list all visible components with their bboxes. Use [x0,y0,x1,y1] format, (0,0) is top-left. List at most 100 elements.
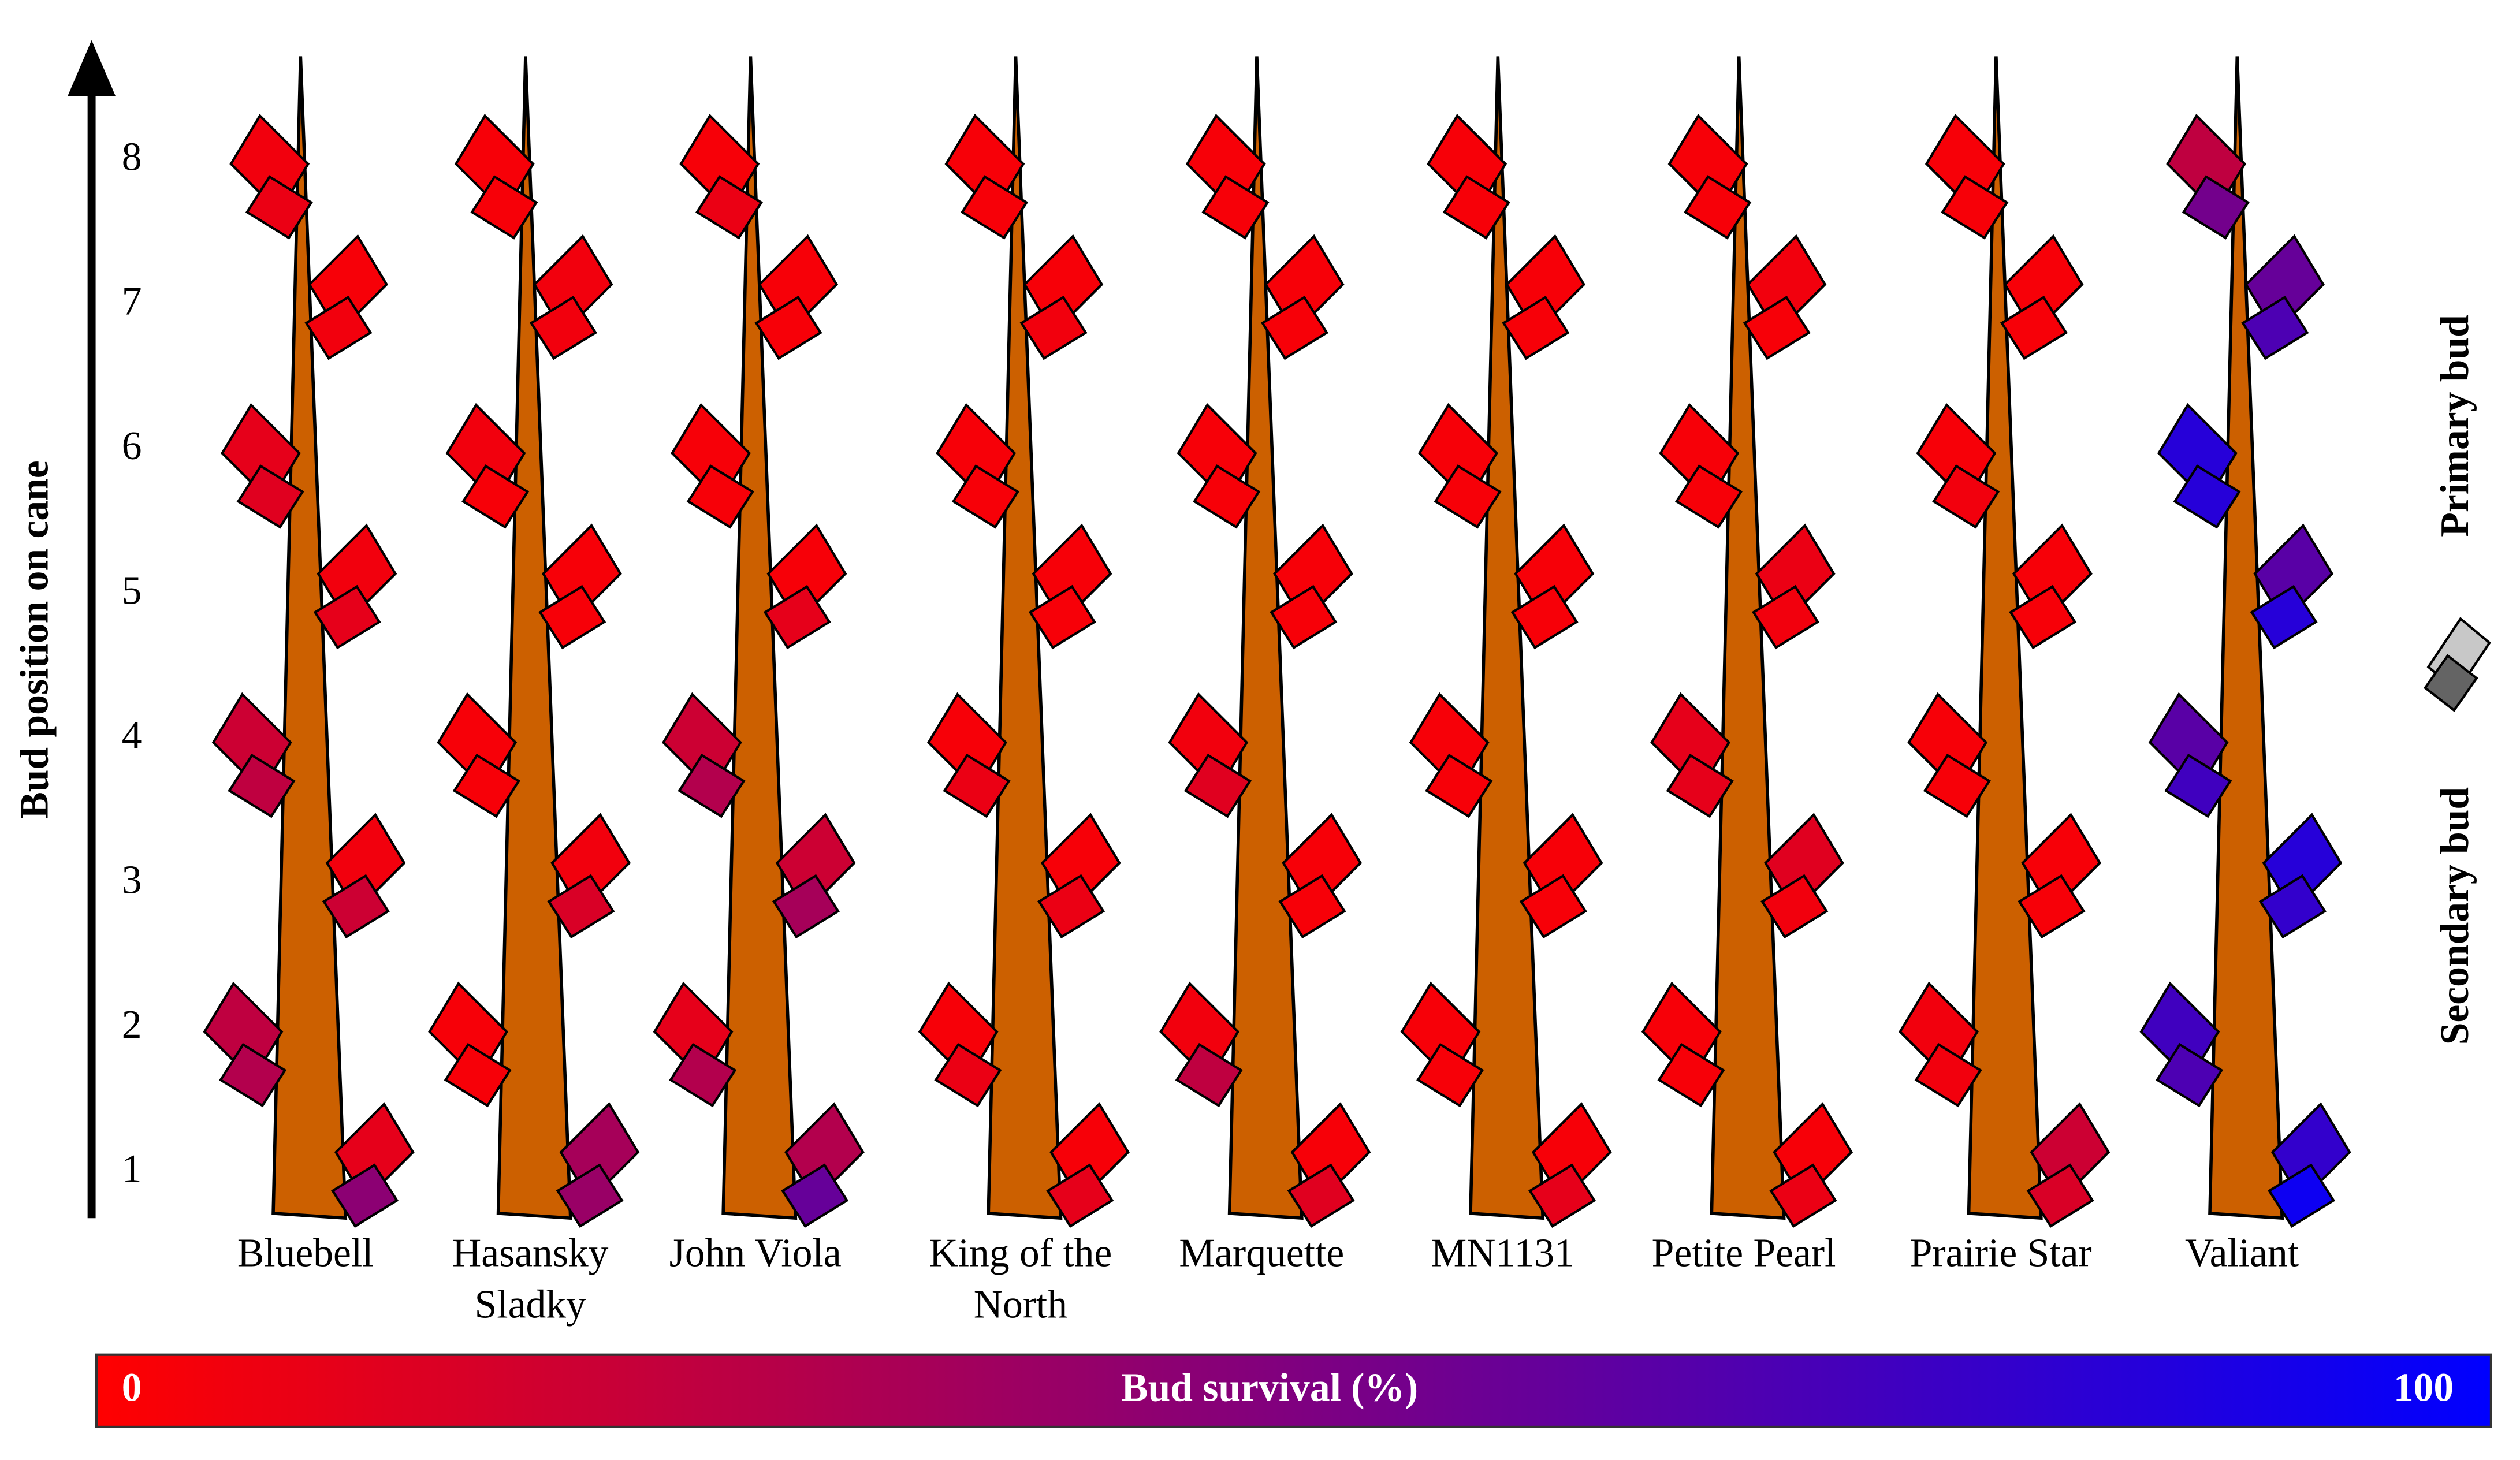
secondary-bud [695,175,764,240]
cane [1227,56,1304,1220]
secondary-bud [444,1042,512,1108]
secondary-bud [2268,1163,2336,1228]
secondary-bud [556,1163,624,1228]
bud [221,403,304,529]
secondary-bud [1442,175,1510,240]
secondary-bud [686,464,754,529]
secondary-bud [1201,175,1270,240]
secondary-bud [1760,874,1829,939]
bud [1769,1102,1853,1228]
bud [754,234,839,360]
y-tick-label: 4 [122,713,142,758]
secondary-bud [1657,1042,1725,1108]
bud [2026,1102,2110,1228]
cane [1710,56,1786,1220]
cane [721,56,798,1220]
secondary-bud [1183,753,1252,818]
secondary-bud [1923,753,1992,818]
secondary-bud [1519,874,1587,939]
secondary-bud [1674,464,1743,529]
cane [496,56,572,1220]
category-label-box: Marquette [1179,1232,1344,1276]
secondary-bud [1434,464,1502,529]
bud [2148,692,2232,818]
secondary-bud [470,175,538,240]
y-tick-label: 2 [122,1003,142,1047]
bud [2009,523,2093,650]
bud [437,692,520,818]
bud [1427,114,1510,240]
secondary-bud [1914,1042,1982,1108]
bud [1185,114,1270,240]
bud [661,692,746,818]
y-axis-arrowhead [67,40,116,96]
secondary-bud [219,1042,287,1108]
secondary-bud [754,295,822,360]
secondary-bud [2156,1042,2224,1108]
secondary-bud [1278,874,1346,939]
cane [1967,56,2043,1220]
secondary-bud [1019,295,1088,360]
bud [1046,1102,1130,1228]
bud [322,813,406,939]
y-tick-label: 6 [122,424,142,468]
secondary-bud [1941,175,2009,240]
bud [1641,981,1725,1108]
secondary-bud [781,1163,849,1228]
secondary-bud [547,874,615,939]
category-label-box: Petite Pearl [1651,1232,1836,1276]
secondary-bud [2026,1163,2094,1228]
category-label: MN1131 [1431,1232,1574,1276]
legend-secondary: Secondary bud [2433,787,2477,1045]
bud [1925,114,2009,240]
bud [538,523,622,650]
secondary-bud [1425,753,1493,818]
bud [445,403,530,529]
legend-icon [2423,617,2491,712]
bud [1270,523,1353,650]
bud [556,1102,640,1228]
bud [1400,981,1484,1108]
y-tick-label: 3 [122,858,142,902]
secondary-bud [1666,753,1734,818]
bud [1019,234,1104,360]
secondary-bud [1502,295,1570,360]
secondary-bud [1260,295,1329,360]
bud [1916,403,2000,529]
bud [1743,234,1827,360]
secondary-bud [452,753,520,818]
bud [763,523,847,650]
category-label: Bluebell [237,1232,374,1276]
bud [781,1102,865,1228]
secondary-bud [461,464,530,529]
secondary-bud [228,753,296,818]
secondary-bud [763,584,831,650]
secondary-bud [943,753,1011,818]
bud [1519,813,1603,939]
category-label-box: Hasansky Sladky [452,1232,609,1327]
category-label-box: Valiant [2185,1232,2299,1276]
category-label: Prairie Star [1909,1232,2092,1276]
bud [529,234,613,360]
secondary-bud [313,584,381,650]
y-tick-label: 8 [122,135,142,179]
bud [1278,813,1363,939]
y-axis-title: Bud position on cane [13,460,57,818]
bud [1907,692,1992,818]
category-label: King of the North [929,1232,1112,1328]
cane [1469,56,1545,1220]
secondary-bud [538,584,606,650]
y-tick-label: 5 [122,569,142,613]
bud [1037,813,1121,939]
secondary-bud [2164,753,2232,818]
category-label: Petite Pearl [1651,1232,1836,1276]
bud [927,692,1011,818]
secondary-bud [331,1163,399,1228]
secondary-bud [934,1042,1002,1108]
bud [936,403,1019,529]
secondary-bud [1743,295,1811,360]
secondary-bud [1510,584,1579,650]
y-tick-label: 7 [122,280,142,324]
bud [454,114,538,240]
secondary-bud [322,874,390,939]
